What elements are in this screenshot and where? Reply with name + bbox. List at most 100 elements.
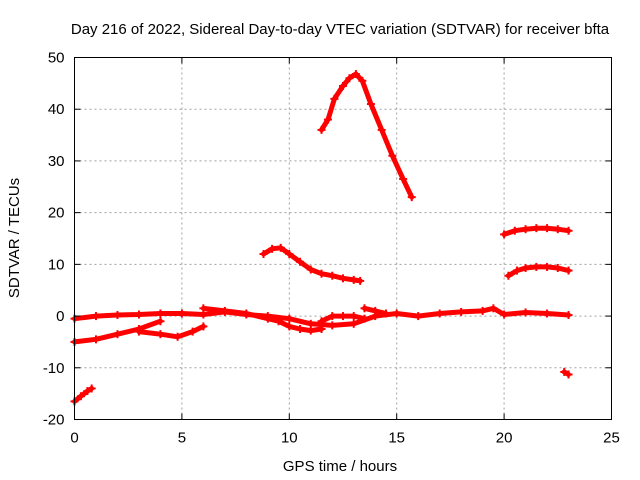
data-point bbox=[500, 310, 509, 319]
data-point bbox=[317, 317, 326, 326]
data-point bbox=[435, 309, 444, 318]
data-point bbox=[156, 309, 165, 318]
data-point bbox=[339, 81, 347, 90]
data-point bbox=[371, 306, 380, 315]
data-point bbox=[377, 125, 386, 134]
series-track-i bbox=[317, 70, 416, 202]
data-point bbox=[349, 312, 358, 321]
data-point bbox=[134, 310, 143, 319]
data-point bbox=[83, 387, 92, 396]
series-track-l bbox=[560, 367, 573, 379]
data-point bbox=[156, 317, 165, 326]
data-point bbox=[399, 175, 408, 184]
x-tick-label: 10 bbox=[281, 430, 298, 447]
data-point bbox=[199, 304, 208, 313]
data-point bbox=[296, 257, 305, 266]
data-point bbox=[564, 311, 573, 320]
data-point bbox=[339, 274, 347, 283]
x-tick-label: 20 bbox=[496, 430, 513, 447]
data-point bbox=[345, 74, 354, 83]
data-point bbox=[521, 308, 530, 317]
data-point bbox=[564, 226, 573, 235]
data-point bbox=[296, 325, 305, 333]
data-point bbox=[500, 230, 509, 239]
data-point bbox=[188, 327, 197, 336]
data-point bbox=[532, 262, 541, 271]
data-point bbox=[532, 224, 541, 233]
data-point bbox=[407, 193, 416, 202]
data-point bbox=[564, 266, 573, 275]
x-tick-label: 15 bbox=[388, 430, 405, 447]
data-point bbox=[358, 76, 367, 85]
data-point bbox=[76, 392, 85, 401]
data-point bbox=[553, 263, 562, 272]
y-tick-label: 0 bbox=[56, 308, 64, 325]
data-point bbox=[489, 304, 498, 313]
data-point bbox=[156, 330, 165, 339]
data-point bbox=[91, 312, 100, 321]
data-point bbox=[328, 271, 337, 280]
series-track-f bbox=[317, 312, 369, 326]
series-track-d bbox=[134, 322, 208, 341]
series-line bbox=[72, 386, 95, 404]
data-point bbox=[199, 322, 208, 331]
data-point bbox=[366, 100, 375, 109]
x-tick-label: 0 bbox=[70, 430, 78, 447]
data-point bbox=[543, 309, 552, 318]
data-point bbox=[323, 115, 332, 124]
y-axis-label: SDTVAR / TECUs bbox=[6, 178, 23, 298]
data-point bbox=[349, 275, 358, 284]
y-tick-label: 10 bbox=[48, 256, 65, 273]
data-point bbox=[356, 276, 365, 285]
data-point bbox=[317, 325, 326, 333]
data-point bbox=[113, 330, 122, 339]
y-axis-ticks: -20 -10 0 10 20 30 40 50 bbox=[43, 50, 612, 429]
y-tick-label: 20 bbox=[48, 205, 65, 222]
data-point bbox=[317, 269, 326, 278]
data-point bbox=[242, 309, 251, 318]
data-point bbox=[268, 244, 277, 253]
y-tick-label: -20 bbox=[43, 412, 65, 429]
series-line bbox=[319, 71, 415, 200]
data-point bbox=[360, 304, 369, 313]
x-tick-label: 25 bbox=[603, 430, 620, 447]
data-point bbox=[274, 317, 283, 326]
data-point bbox=[414, 312, 423, 321]
series-layer bbox=[70, 70, 573, 406]
data-point bbox=[392, 309, 401, 318]
data-point bbox=[478, 306, 487, 315]
data-point bbox=[360, 314, 369, 323]
data-point bbox=[317, 125, 326, 134]
data-point bbox=[388, 151, 397, 160]
x-tick-label: 5 bbox=[178, 430, 186, 447]
data-point bbox=[259, 250, 268, 259]
series-track-j bbox=[500, 224, 573, 239]
data-point bbox=[510, 226, 519, 235]
data-point bbox=[504, 271, 513, 280]
data-point bbox=[220, 306, 229, 315]
data-point bbox=[512, 266, 521, 275]
series-track-h bbox=[259, 243, 365, 285]
series-track-e bbox=[199, 304, 326, 335]
data-point bbox=[276, 243, 285, 252]
data-point bbox=[91, 335, 100, 344]
data-point bbox=[330, 94, 339, 103]
data-point bbox=[328, 321, 337, 330]
series-track-b bbox=[70, 304, 573, 330]
data-point bbox=[263, 314, 272, 323]
data-point bbox=[457, 307, 466, 316]
data-point bbox=[521, 263, 530, 272]
data-point bbox=[543, 224, 552, 233]
y-tick-label: 30 bbox=[48, 153, 65, 170]
series-track-k bbox=[504, 262, 573, 280]
data-point bbox=[87, 384, 96, 393]
chart-title: Day 216 of 2022, Sidereal Day-to-day VTE… bbox=[71, 21, 610, 38]
data-point bbox=[351, 70, 360, 79]
data-point bbox=[521, 225, 530, 234]
series-track-g bbox=[360, 304, 390, 318]
x-axis-ticks: 0 5 10 15 20 25 bbox=[70, 57, 620, 447]
y-tick-label: -10 bbox=[43, 360, 65, 377]
data-point bbox=[560, 367, 569, 376]
data-point bbox=[113, 311, 122, 320]
data-point bbox=[173, 332, 182, 341]
